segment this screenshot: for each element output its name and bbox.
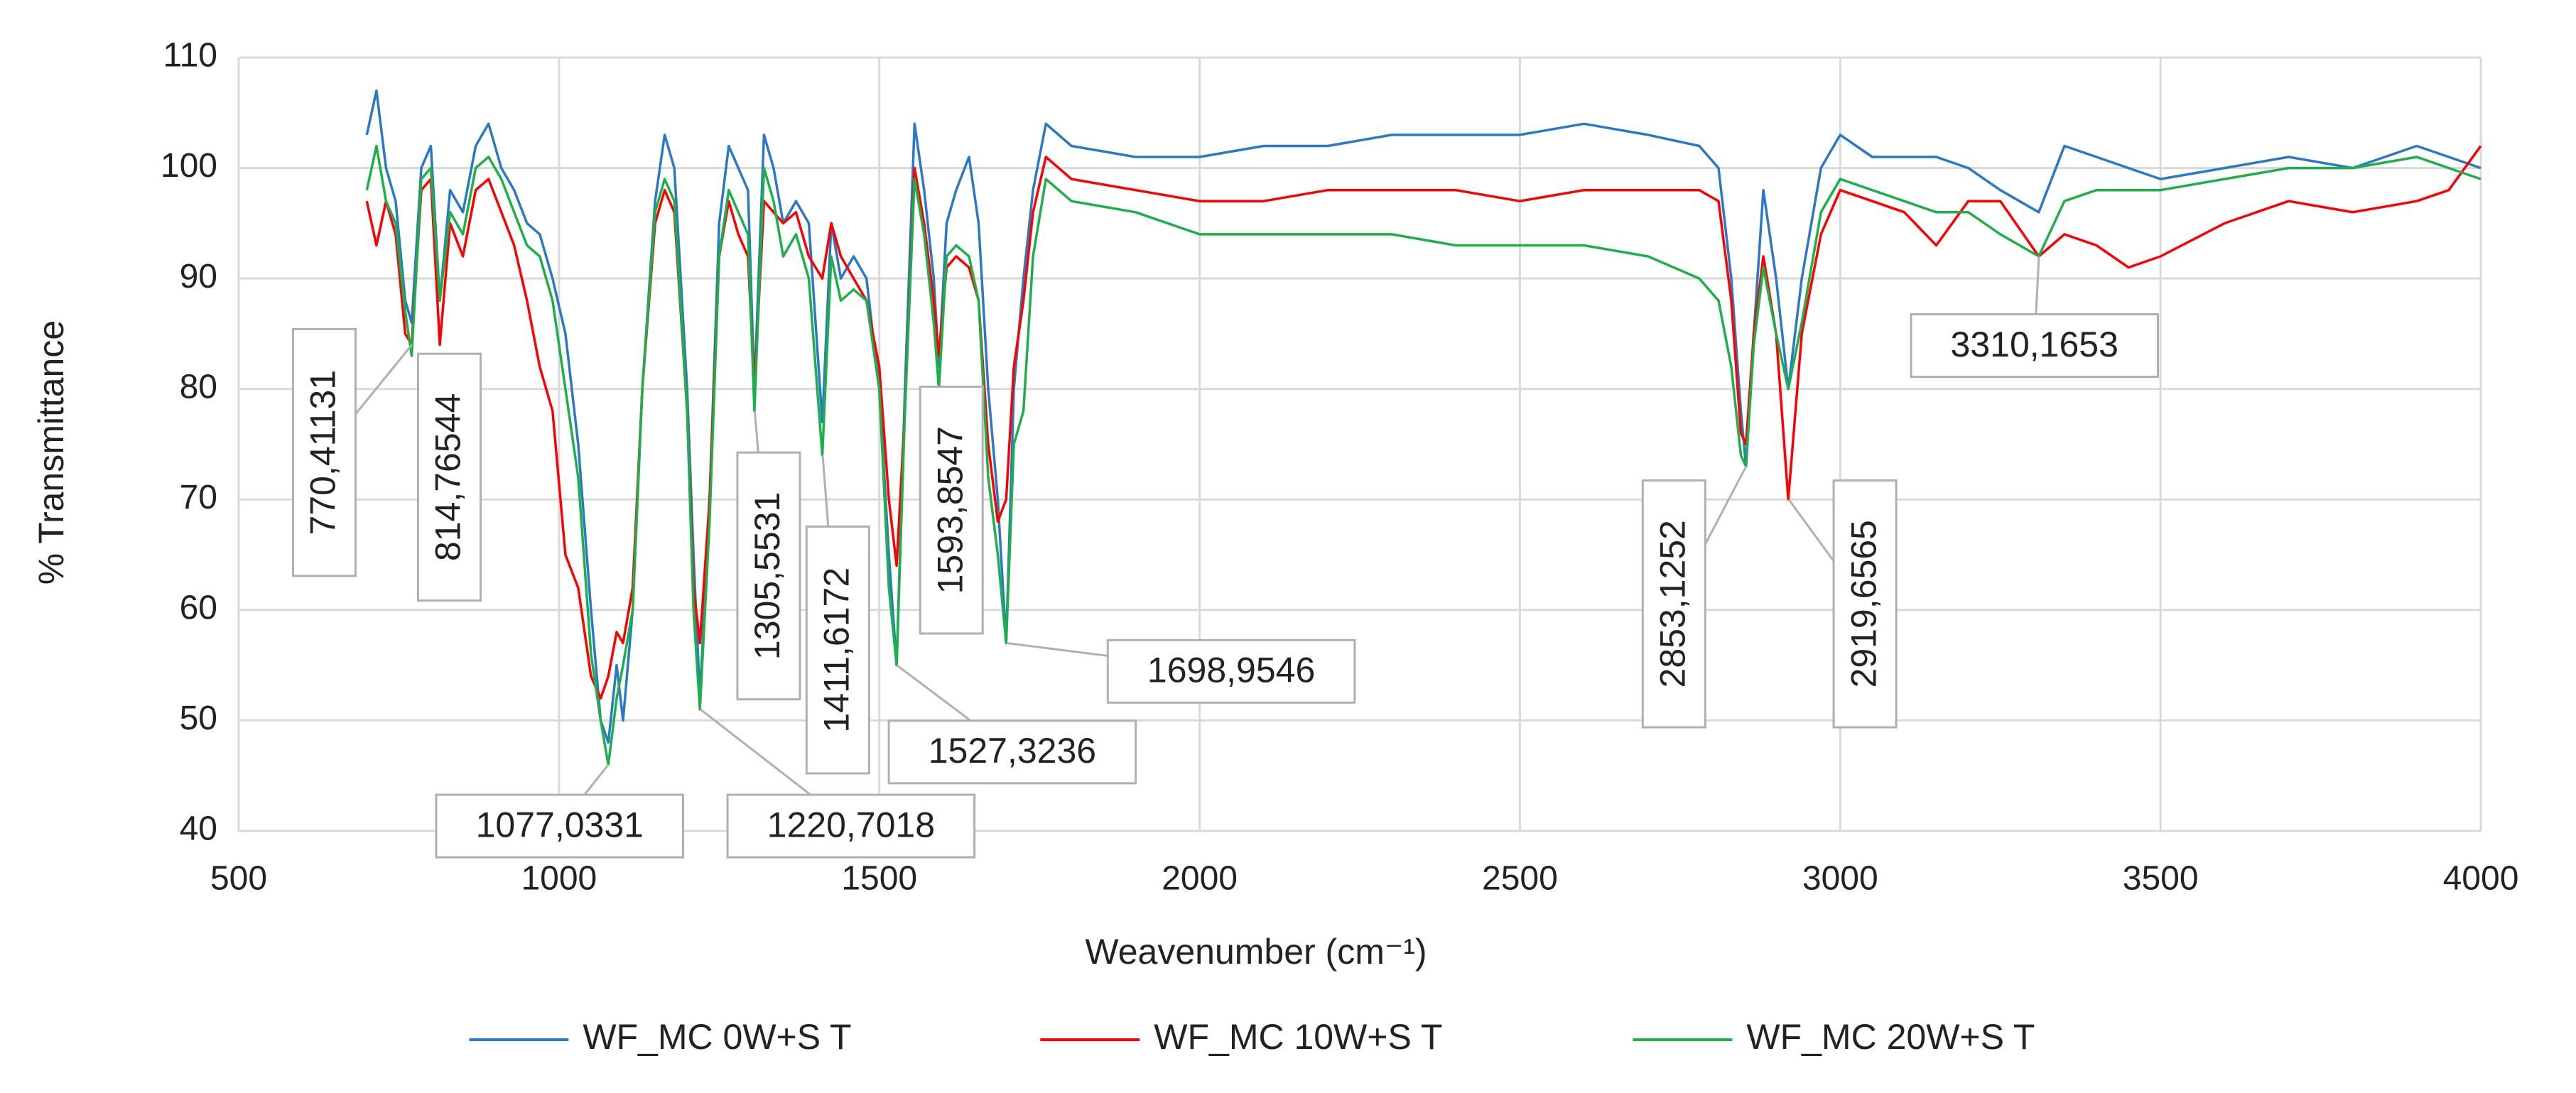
annotation: 1220,7018 xyxy=(699,708,976,859)
annotation: 770,41131 xyxy=(291,327,413,577)
y-tick-label: 50 xyxy=(180,700,217,737)
annotation-label: 770,41131 xyxy=(303,370,343,535)
x-tick-label: 3000 xyxy=(1802,860,1878,898)
annotation-box xyxy=(887,719,1137,785)
y-tick-label: 100 xyxy=(161,147,217,185)
annotation: 3310,1653 xyxy=(1910,256,2159,379)
annotation-label: 1527,3236 xyxy=(929,731,1096,771)
annotation-label: 814,76544 xyxy=(428,393,468,561)
series-line xyxy=(365,89,2482,744)
annotation: 2919,6565 xyxy=(1787,479,1898,729)
annotation-box xyxy=(1910,313,2159,379)
annotation: 1527,3236 xyxy=(887,664,1137,785)
annotation-label: 1593,8547 xyxy=(930,426,970,594)
x-tick-label: 500 xyxy=(210,860,267,898)
x-tick-label: 4000 xyxy=(2443,860,2519,898)
annotation-box xyxy=(1106,638,1356,704)
legend-label: WF_MC 0W+S T xyxy=(583,1017,851,1057)
x-tick-label: 3500 xyxy=(2123,860,2199,898)
annotation: 814,76544 xyxy=(417,352,482,602)
x-tick-label: 2000 xyxy=(1162,860,1238,898)
annotation-box xyxy=(736,451,801,701)
x-tick-label: 1500 xyxy=(841,860,917,898)
annotation: 1077,0331 xyxy=(435,763,685,859)
annotation-label: 2853,1252 xyxy=(1653,520,1693,687)
annotation-label: 1698,9546 xyxy=(1147,651,1315,690)
annotation-box xyxy=(291,327,357,577)
x-axis-title: Weavenumber (cm⁻¹) xyxy=(1085,932,1427,972)
annotation-label: 2919,6565 xyxy=(1844,520,1883,687)
annotation: 1593,8547 xyxy=(919,385,984,635)
x-tick-label: 1000 xyxy=(521,860,597,898)
legend-label: WF_MC 10W+S T xyxy=(1154,1017,1442,1057)
annotation-box xyxy=(805,525,870,775)
series-line xyxy=(365,145,2482,700)
annotation-label: 1305,5531 xyxy=(747,492,787,660)
series-line xyxy=(365,144,2482,766)
y-axis-title: % Transmittance xyxy=(31,320,71,584)
annotation-box xyxy=(417,352,482,602)
y-tick-label: 60 xyxy=(180,589,217,627)
annotation: 1305,5531 xyxy=(736,410,801,701)
y-tick-label: 40 xyxy=(180,810,217,848)
annotation: 1411,6172 xyxy=(805,455,870,775)
annotation: 2853,1252 xyxy=(1641,465,1748,729)
annotation-label: 1411,6172 xyxy=(817,567,857,733)
y-tick-label: 110 xyxy=(163,37,217,75)
annotation-box xyxy=(435,793,685,859)
annotation-label: 1077,0331 xyxy=(476,805,644,844)
annotation-box xyxy=(1832,479,1898,729)
annotation-box xyxy=(726,793,976,859)
annotation-box xyxy=(1641,479,1706,729)
y-tick-label: 70 xyxy=(180,479,217,516)
y-tick-label: 80 xyxy=(180,368,217,406)
y-tick-label: 90 xyxy=(180,258,217,295)
annotation-label: 1220,7018 xyxy=(767,805,935,844)
annotation: 1698,9546 xyxy=(1006,638,1356,704)
annotation-box xyxy=(919,385,984,635)
legend-label: WF_MC 20W+S T xyxy=(1746,1017,2035,1057)
annotation-label: 3310,1653 xyxy=(1951,325,2118,364)
x-tick-label: 2500 xyxy=(1482,860,1558,898)
